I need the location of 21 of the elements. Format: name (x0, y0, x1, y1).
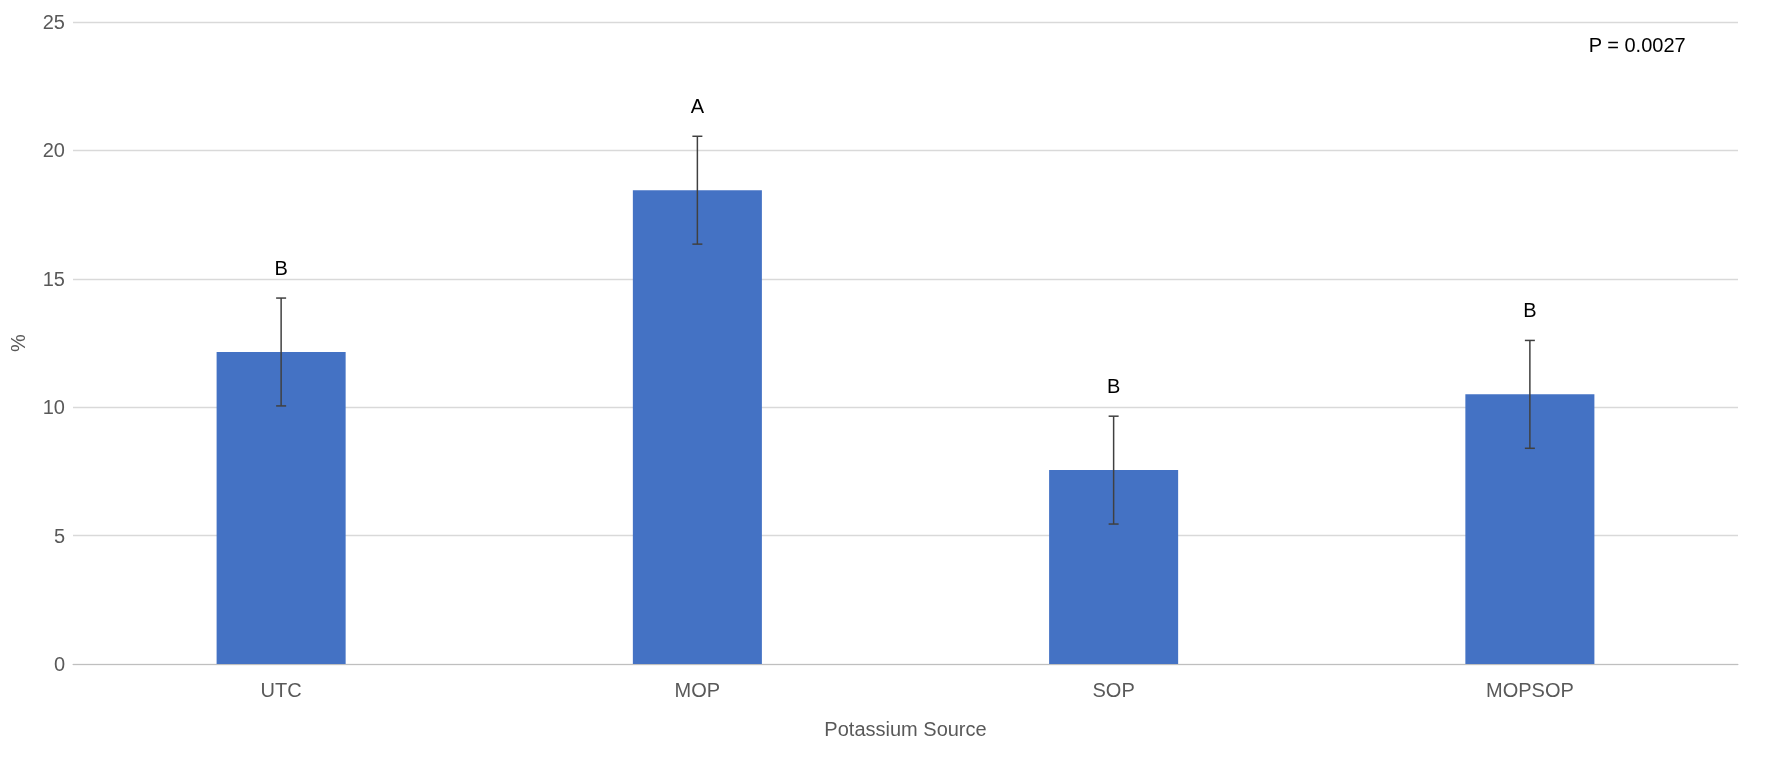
y-tick-label: 0 (53, 653, 65, 675)
x-tick-label: MOPSOP (1485, 679, 1574, 701)
x-tick-label: MOP (674, 679, 721, 701)
y-tick-label: 5 (53, 524, 65, 547)
x-axis-title: Potassium Source (824, 718, 987, 740)
x-tick-label: SOP (1092, 679, 1135, 701)
annotation: B (1106, 375, 1121, 398)
bar (216, 351, 346, 664)
y-tick-label: 20 (42, 139, 65, 162)
bar (1049, 470, 1179, 664)
y-tick-label: 15 (42, 267, 65, 290)
y-axis-title: % (7, 333, 29, 352)
y-tick-label: 10 (42, 396, 65, 419)
bar (1465, 394, 1595, 664)
y-tick-label: 25 (42, 11, 65, 33)
bar (632, 190, 762, 664)
annotation: A (690, 95, 705, 118)
annotation: B (1523, 299, 1537, 322)
annotation: B (274, 257, 288, 280)
annotation: P = 0.0027 (1588, 34, 1686, 56)
x-tick-label: UTC (260, 679, 302, 701)
